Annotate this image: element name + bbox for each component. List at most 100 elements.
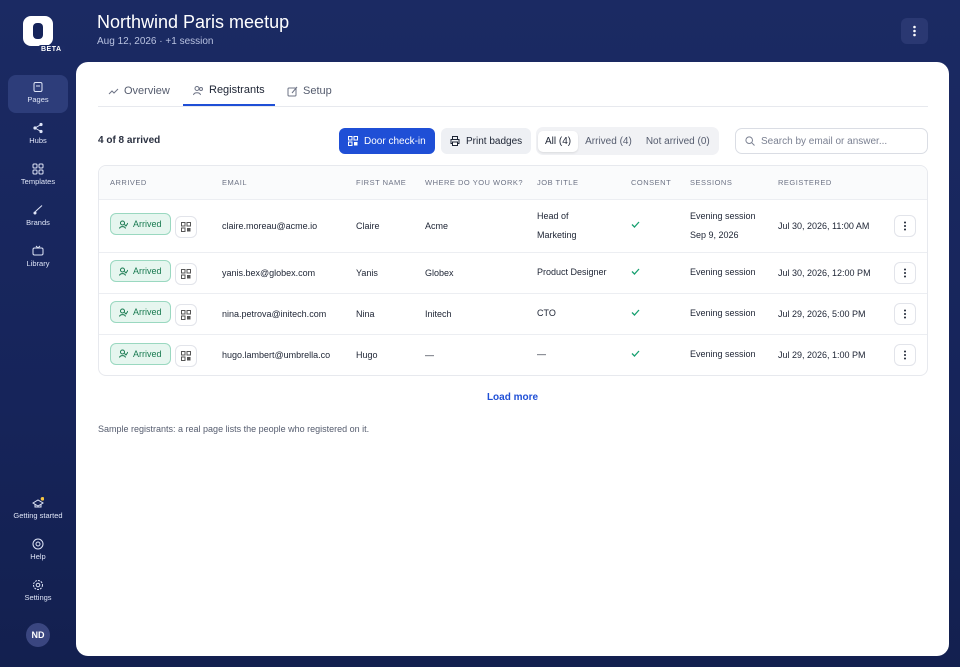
search-box[interactable]: Search by email or answer... [735,128,928,154]
column-header: JOB TITLE [526,166,620,199]
arrived-cell: Arrived [99,292,211,334]
print-badges-button[interactable]: Print badges [441,128,532,154]
row-menu-button[interactable] [894,302,916,325]
nav-item[interactable]: Getting started [8,491,68,529]
tab-icon [108,88,119,94]
session: Sep 9, 2026 [690,229,739,240]
arrived-icon [119,220,128,229]
nav-label: Pages [27,95,49,104]
row-menu-button[interactable] [894,343,916,366]
sessions-cell: Evening session [679,251,767,293]
nav-icon [32,497,44,508]
company: Initech [414,292,526,334]
tab-icon [193,85,203,95]
company: Acme [414,198,526,252]
arrived-badge[interactable]: Arrived [110,260,171,283]
registered: Jul 30, 2026, 12:00 PM [767,251,883,293]
arrived-badge[interactable]: Arrived [110,301,171,324]
qr-button[interactable] [174,262,197,285]
column-header: WHERE DO YOU WORK? [414,166,526,199]
nav-icon [33,82,43,92]
job-title-cell: CTO [526,292,620,334]
nav-icon [33,122,43,134]
table: ARRIVED EMAIL FIRST NAME WHERE DO YOU WORK?… [99,166,927,375]
menu-button[interactable] [901,18,928,44]
button-label: Door check-in [364,135,426,147]
filter[interactable]: Not arrived (0) [645,135,710,147]
company: — [414,333,526,375]
main-panel: Overview Registrants Setup 4 of 8 arrived … [76,62,949,656]
tab[interactable]: Overview [98,76,180,106]
row-menu-button[interactable] [894,214,916,237]
nav-item[interactable]: Settings [8,573,68,611]
column-header: ARRIVED [99,166,211,199]
nav-label: Settings [24,593,52,602]
session: Evening session [690,210,756,221]
nav-item[interactable]: Templates [8,157,68,195]
first-name: Claire [345,198,414,252]
job-title: — [537,349,546,360]
nav-label: Library [26,259,50,268]
arrived-badge[interactable]: Arrived [110,342,171,365]
job-title-cell: Product Designer [526,251,620,293]
menu-icon [904,221,906,230]
table-row: Arrived yanis.bex@globex.com Yanis Globex Pr… [99,251,927,293]
nav-item[interactable]: Library [8,239,68,277]
arrived-cell: Arrived [99,333,211,375]
column-header: REGISTERED [767,166,883,199]
column-header: SESSIONS [679,166,767,199]
footnote: Sample registrants: a real page lists th… [98,424,370,434]
job-title: Head of Marketing [537,210,577,240]
qr-button[interactable] [174,215,197,238]
first-name: Hugo [345,333,414,375]
column-header: EMAIL [211,166,345,199]
session: Evening session [690,349,756,360]
actions-cell [883,251,927,293]
session: Evening session [690,308,756,318]
actions-cell [883,333,927,375]
arrived-icon [119,349,128,358]
actions-cell [883,292,927,334]
consent-cell [620,251,679,293]
filter[interactable]: All (4) [538,130,579,152]
registered: Jul 30, 2026, 11:00 AM [767,198,883,252]
nav-item[interactable]: Hubs [8,116,68,154]
actions-cell [883,198,927,252]
tab[interactable]: Setup [277,76,342,106]
row-menu-button[interactable] [894,261,916,284]
arrived-label: Arrived [133,219,162,230]
avatar[interactable]: ND [26,623,50,647]
arrived-cell: Arrived [99,251,211,293]
table-row: Arrived claire.moreau@acme.io Claire Acme He… [99,198,927,252]
nav-icon [33,205,43,215]
sessions-cell: Evening session [679,292,767,334]
registrants-table: ARRIVED EMAIL FIRST NAME WHERE DO YOU WORK?… [98,165,928,376]
qr-button[interactable] [174,344,197,367]
nav-icon [32,538,44,550]
qr-icon [348,136,358,146]
nav-label: Help [30,552,46,561]
arrived-label: Arrived [133,307,162,318]
tab[interactable]: Registrants [183,76,275,106]
sessions-cell: Evening session [679,333,767,375]
button-label: Print badges [466,135,523,147]
door-checkin-button[interactable]: Door check-in [339,128,435,154]
nav-item[interactable]: Brands [8,198,68,236]
consent-check [631,268,640,275]
tab-label: Setup [303,85,332,97]
consent-cell [620,333,679,375]
logo[interactable] [23,16,53,46]
arrived-label: Arrived [133,266,162,277]
nav-label: Templates [20,177,56,186]
menu-icon [904,268,906,277]
nav-item[interactable]: Help [8,532,68,570]
filter[interactable]: Arrived (4) [585,135,632,147]
event-subtitle: Aug 12, 2026 · +1 session [97,36,214,47]
search-placeholder: Search by email or answer... [761,135,888,147]
load-more-button[interactable]: Load more [486,392,539,403]
qr-button[interactable] [174,303,197,326]
arrived-badge[interactable]: Arrived [110,213,171,236]
registered: Jul 29, 2026, 1:00 PM [767,333,883,375]
nav-item[interactable]: Pages [8,75,68,113]
